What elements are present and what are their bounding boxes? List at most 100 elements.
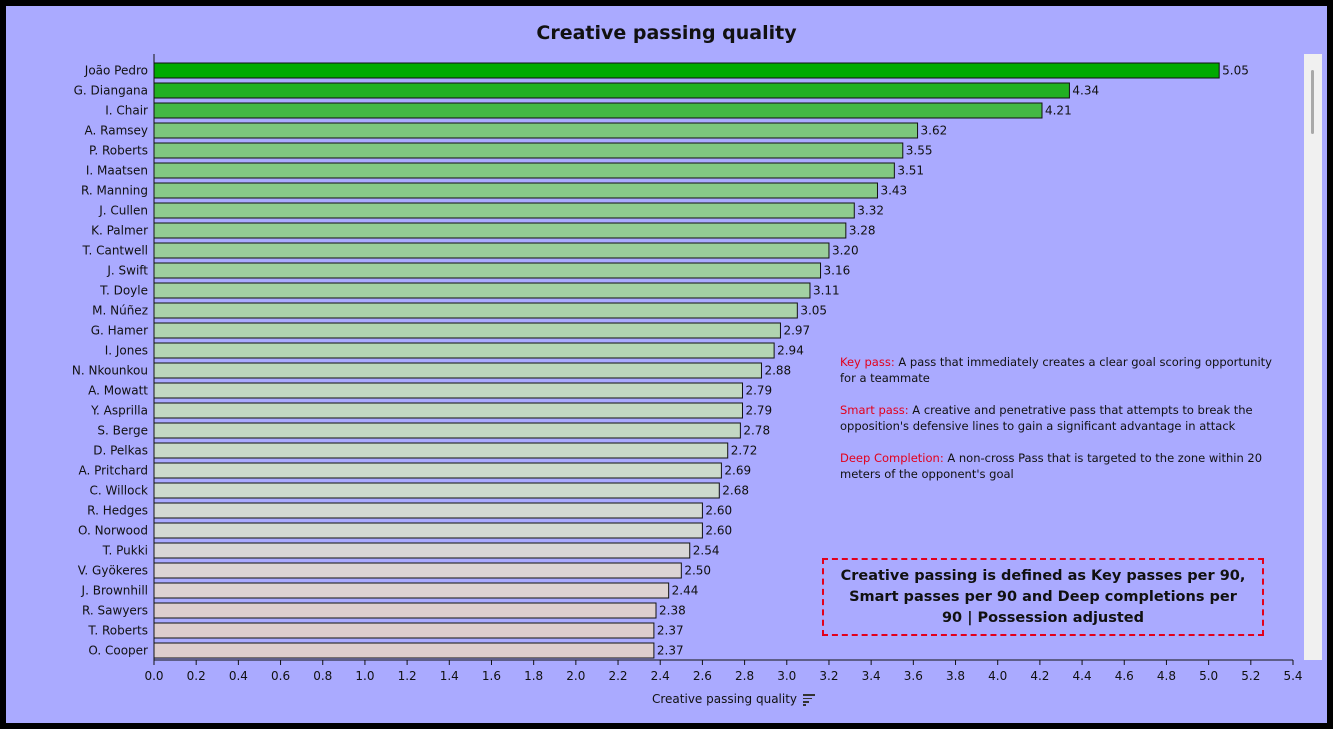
bar <box>153 402 743 419</box>
value-label: 4.34 <box>1072 84 1099 98</box>
bar <box>153 282 811 299</box>
value-label: 3.55 <box>906 144 933 158</box>
category-label: M. Núñez <box>92 304 148 318</box>
value-label: 4.21 <box>1045 104 1072 118</box>
category-label: João Pedro <box>84 64 148 78</box>
note-term: Deep Completion: <box>840 451 944 465</box>
category-label: J. Cullen <box>98 204 148 218</box>
sort-filter-icon[interactable] <box>803 693 816 706</box>
bar <box>153 382 743 399</box>
category-label: J. Brownhill <box>81 584 148 598</box>
value-label: 2.79 <box>745 384 772 398</box>
bar <box>153 82 1070 99</box>
bar <box>153 302 798 319</box>
category-label: T. Cantwell <box>82 244 148 258</box>
bar <box>153 542 691 559</box>
value-label: 2.78 <box>743 424 770 438</box>
value-label: 3.11 <box>813 284 840 298</box>
category-label: O. Norwood <box>78 524 148 538</box>
note-key-pass: Key pass: A pass that immediately create… <box>840 354 1288 386</box>
bar <box>153 582 670 599</box>
value-label: 2.54 <box>693 544 720 558</box>
note-term: Key pass: <box>840 355 895 369</box>
value-label: 2.37 <box>657 644 684 658</box>
value-label: 2.60 <box>705 524 732 538</box>
bar <box>153 562 682 579</box>
category-label: R. Manning <box>81 184 148 198</box>
bar <box>153 162 895 179</box>
value-label: 3.43 <box>880 184 907 198</box>
x-tick-label: 0.0 <box>144 669 163 683</box>
x-tick-label: 0.2 <box>187 669 206 683</box>
value-label: 3.51 <box>897 164 924 178</box>
x-tick-label: 2.4 <box>651 669 670 683</box>
bar <box>153 622 655 639</box>
x-tick-label: 2.6 <box>693 669 712 683</box>
x-tick-label: 4.6 <box>1115 669 1134 683</box>
definition-summary-box: Creative passing is defined as Key passe… <box>822 558 1264 636</box>
value-label: 3.05 <box>800 304 827 318</box>
definitions-panel: Key pass: A pass that immediately create… <box>840 354 1288 498</box>
bar <box>153 602 657 619</box>
category-label: T. Pukki <box>102 544 148 558</box>
note-deep-completion: Deep Completion: A non-cross Pass that i… <box>840 450 1288 482</box>
category-label: S. Berge <box>97 424 148 438</box>
category-label: N. Nkounkou <box>72 364 148 378</box>
x-tick-label: 0.8 <box>313 669 332 683</box>
bar <box>153 342 775 359</box>
x-tick-label: 3.6 <box>904 669 923 683</box>
category-label: K. Palmer <box>91 224 148 238</box>
x-tick-label: 4.4 <box>1073 669 1092 683</box>
note-text: A creative and penetrative pass that att… <box>840 403 1253 433</box>
category-label: P. Roberts <box>89 144 148 158</box>
category-label: R. Hedges <box>87 504 148 518</box>
bar <box>153 362 762 379</box>
vertical-scrollbar[interactable] <box>1304 54 1322 660</box>
category-label: O. Cooper <box>88 644 148 658</box>
value-label: 3.28 <box>849 224 876 238</box>
value-label: 3.32 <box>857 204 884 218</box>
bar-chart: João Pedro 5.05 G. Diangana 4.34 I. Chair 4.2… <box>72 54 1303 683</box>
bar <box>153 442 729 459</box>
note-smart-pass: Smart pass: A creative and penetrative p… <box>840 402 1288 434</box>
note-text: A non-cross Pass that is targeted to the… <box>840 451 1263 481</box>
bar <box>153 262 822 279</box>
category-label: R. Sawyers <box>82 604 148 618</box>
bar <box>153 422 741 439</box>
category-label: I. Maatsen <box>86 164 148 178</box>
x-tick-label: 5.2 <box>1241 669 1260 683</box>
category-label: D. Pelkas <box>93 444 148 458</box>
x-axis-label: Creative passing quality <box>652 692 798 706</box>
bar <box>153 502 703 519</box>
value-label: 5.05 <box>1222 64 1249 78</box>
definition-summary-text: Creative passing is defined as Key passe… <box>840 567 1246 626</box>
x-tick-label: 2.2 <box>608 669 627 683</box>
value-label: 2.44 <box>672 584 699 598</box>
category-label: Y. Asprilla <box>90 404 148 418</box>
value-label: 2.68 <box>722 484 749 498</box>
category-label: A. Ramsey <box>85 124 148 138</box>
value-label: 2.60 <box>705 504 732 518</box>
note-text: A pass that immediately creates a clear … <box>840 355 1272 385</box>
value-label: 2.79 <box>745 404 772 418</box>
value-label: 3.62 <box>921 124 948 138</box>
bar <box>153 122 919 139</box>
category-label: V. Gyökeres <box>78 564 148 578</box>
bar <box>153 322 781 339</box>
bar <box>153 142 904 159</box>
x-tick-label: 2.0 <box>566 669 585 683</box>
x-tick-label: 5.0 <box>1199 669 1218 683</box>
x-tick-label: 2.8 <box>735 669 754 683</box>
chart-title: Creative passing quality <box>536 22 797 44</box>
category-label: J. Swift <box>106 264 148 278</box>
value-label: 2.94 <box>777 344 804 358</box>
x-tick-label: 1.6 <box>482 669 501 683</box>
bar <box>153 202 855 219</box>
x-tick-label: 1.2 <box>398 669 417 683</box>
value-label: 2.38 <box>659 604 686 618</box>
category-label: A. Mowatt <box>88 384 148 398</box>
x-tick-label: 1.8 <box>524 669 543 683</box>
scrollbar-thumb[interactable] <box>1311 70 1314 134</box>
bar <box>153 62 1220 79</box>
x-tick-label: 1.0 <box>355 669 374 683</box>
